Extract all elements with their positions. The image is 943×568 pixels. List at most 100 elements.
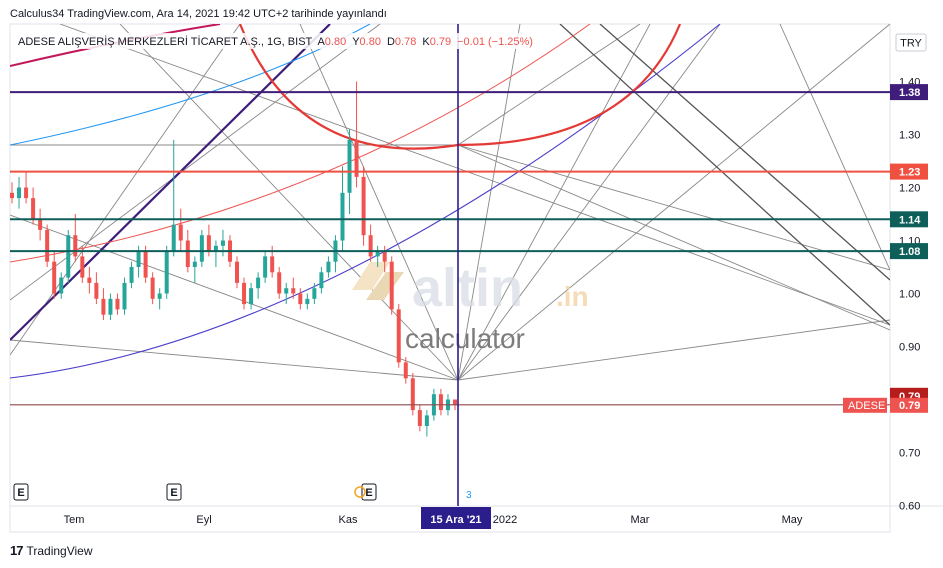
price-tick-label: 0.70 bbox=[899, 448, 920, 460]
candle-body bbox=[143, 251, 148, 278]
candle-body bbox=[199, 235, 204, 262]
price-marker-badge bbox=[890, 243, 928, 260]
candle bbox=[17, 176, 22, 209]
candle-body bbox=[17, 187, 22, 199]
currency-label: TRY bbox=[900, 38, 922, 50]
candle bbox=[375, 245, 380, 267]
candle-body bbox=[164, 251, 169, 294]
price-tick-label: 1.30 bbox=[899, 130, 920, 142]
fan-line bbox=[457, 24, 721, 381]
candle-body bbox=[59, 277, 64, 294]
fan-line bbox=[457, 319, 890, 381]
price-axis[interactable]: 0.600.700.800.901.001.101.201.301.40 bbox=[899, 77, 920, 513]
candle-body bbox=[10, 192, 14, 199]
candle bbox=[319, 267, 324, 294]
candle bbox=[171, 139, 176, 257]
arc-red-thin bbox=[10, 24, 591, 263]
candle bbox=[354, 81, 359, 188]
candle bbox=[10, 182, 14, 204]
candle-body bbox=[122, 282, 127, 310]
price-marker-label: 1.38 bbox=[899, 87, 920, 99]
time-tick-label: Eyl bbox=[196, 514, 211, 526]
time-tick-label: Kas bbox=[339, 514, 358, 526]
candle bbox=[178, 208, 183, 252]
candle bbox=[291, 277, 296, 299]
fan-line bbox=[457, 144, 890, 271]
earnings-box bbox=[166, 483, 182, 501]
fan-line bbox=[559, 24, 890, 326]
candle-body bbox=[52, 261, 57, 294]
fan-line bbox=[457, 24, 890, 381]
candle-body bbox=[354, 139, 359, 177]
fan-line bbox=[457, 24, 651, 381]
price-tick-label: 1.20 bbox=[899, 183, 920, 195]
crosshair-date-badge bbox=[421, 507, 491, 529]
fan-line bbox=[10, 214, 459, 381]
candle-body bbox=[94, 282, 99, 299]
candle bbox=[326, 256, 331, 278]
candle-body bbox=[213, 245, 218, 252]
candle bbox=[403, 357, 408, 384]
candle-body bbox=[157, 293, 162, 299]
candle bbox=[129, 261, 134, 289]
candle bbox=[73, 214, 78, 262]
price-marker-label: 1.14 bbox=[899, 214, 921, 226]
candle bbox=[284, 282, 289, 305]
candle-body bbox=[347, 139, 352, 193]
tradingview-logo-icon: 17 bbox=[10, 543, 24, 558]
crosshair-small-label: 3 bbox=[466, 490, 472, 501]
time-tick-label: Mar bbox=[631, 514, 650, 526]
earnings-box bbox=[13, 483, 29, 501]
candle-body bbox=[438, 394, 443, 411]
candle bbox=[94, 272, 99, 305]
candle bbox=[157, 288, 162, 310]
price-marker-badge bbox=[890, 84, 928, 101]
candle-body bbox=[150, 277, 155, 299]
watermark-tld: .in bbox=[556, 281, 589, 312]
watermark-logo-icon bbox=[352, 262, 390, 290]
candle bbox=[150, 272, 155, 305]
fan-line bbox=[457, 24, 521, 381]
candle-body bbox=[417, 410, 422, 426]
price-marker-label: 1.08 bbox=[899, 246, 920, 258]
watermark-brand: altin bbox=[412, 258, 523, 318]
crosshair: 3 bbox=[457, 24, 472, 506]
price-marker-label: 1.23 bbox=[899, 167, 920, 179]
candle-body bbox=[206, 235, 211, 252]
candle-body bbox=[80, 256, 85, 278]
candle-body bbox=[424, 415, 429, 426]
fan-line bbox=[299, 24, 459, 381]
candle-body bbox=[185, 240, 190, 267]
candle bbox=[192, 256, 197, 283]
candle bbox=[115, 293, 120, 315]
time-tick-label: May bbox=[782, 514, 803, 526]
candle bbox=[52, 251, 57, 299]
currency-button[interactable]: TRY bbox=[895, 33, 927, 52]
candle bbox=[396, 304, 401, 368]
price-marker-badge bbox=[890, 211, 928, 228]
candle bbox=[417, 404, 422, 432]
candle bbox=[101, 288, 106, 320]
candle bbox=[164, 245, 169, 299]
publish-info: Calculus34 TradingView.com, Ara 14, 2021… bbox=[10, 8, 387, 20]
adese-value-badge bbox=[890, 397, 928, 413]
candle-body bbox=[361, 176, 366, 236]
fan-line bbox=[457, 24, 641, 146]
time-axis[interactable]: Tem Eyl Kas 2022 Mar May 15 Ara '21 bbox=[64, 507, 803, 529]
candle-body bbox=[256, 277, 261, 289]
price-marker-badge bbox=[890, 163, 928, 180]
candle bbox=[108, 293, 113, 320]
candle bbox=[24, 171, 29, 204]
candle-body bbox=[326, 261, 331, 273]
fan-line bbox=[10, 24, 241, 356]
watermark-logo-icon bbox=[366, 272, 404, 300]
candle-body bbox=[453, 399, 457, 405]
candle-body bbox=[396, 309, 401, 363]
earnings-label: E bbox=[365, 487, 372, 499]
fan-line bbox=[10, 339, 459, 381]
candle-body bbox=[270, 256, 275, 273]
candle bbox=[199, 229, 204, 267]
candle bbox=[38, 208, 43, 241]
tradingview-footer-label: TradingView bbox=[26, 543, 93, 558]
